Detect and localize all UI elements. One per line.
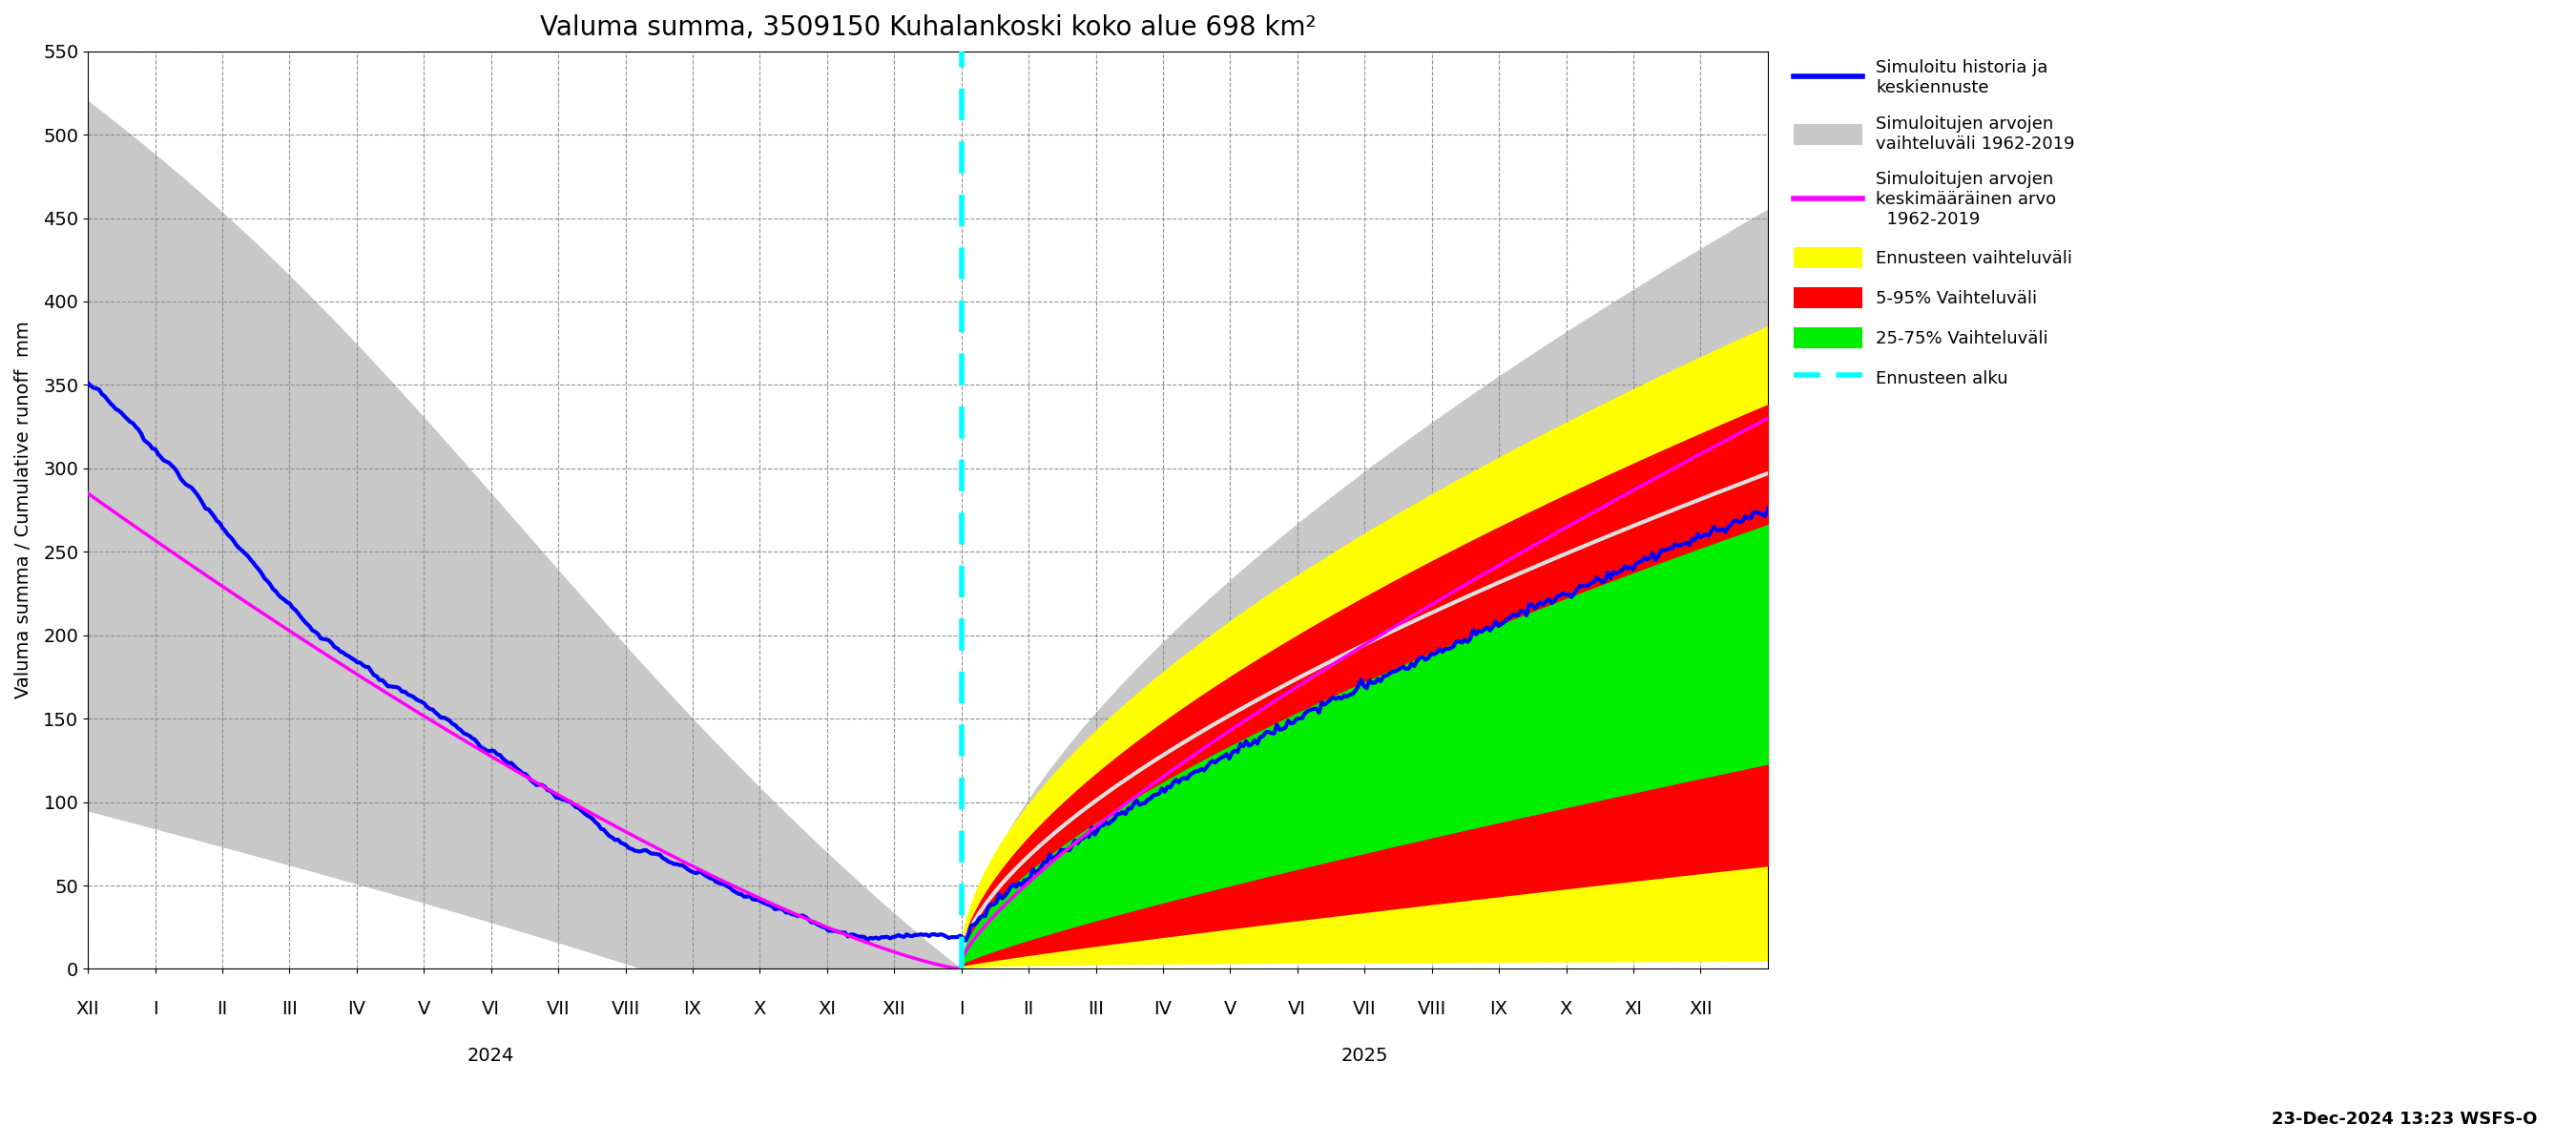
Text: 2024: 2024 bbox=[466, 1047, 515, 1065]
Text: 2025: 2025 bbox=[1342, 1047, 1388, 1065]
Legend: Simuloitu historia ja
keskiennuste, Simuloitujen arvojen
vaihteluväli 1962-2019,: Simuloitu historia ja keskiennuste, Simu… bbox=[1785, 50, 2084, 396]
Title: Valuma summa, 3509150 Kuhalankoski koko alue 698 km²: Valuma summa, 3509150 Kuhalankoski koko … bbox=[538, 14, 1316, 41]
Y-axis label: Valuma summa / Cumulative runoff  mm: Valuma summa / Cumulative runoff mm bbox=[15, 322, 33, 698]
Text: 23-Dec-2024 13:23 WSFS-O: 23-Dec-2024 13:23 WSFS-O bbox=[2272, 1111, 2537, 1128]
